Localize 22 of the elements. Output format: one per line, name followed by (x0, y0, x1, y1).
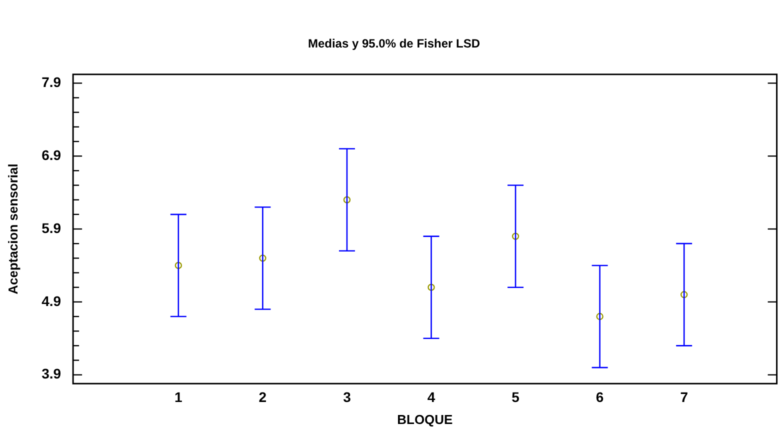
point (680, 291, 688, 298)
x-tick-label: 4 (427, 388, 436, 405)
x-tick-label: 3 (343, 388, 352, 405)
x-tick-label: 7 (680, 388, 688, 405)
point (428, 284, 435, 291)
point (512, 232, 520, 240)
point (596, 312, 604, 320)
point (343, 196, 351, 204)
y-tick-label: 3.9 (42, 366, 62, 382)
point (174, 262, 182, 270)
x-tick-label: 1 (174, 388, 183, 405)
y-axis-title: Aceptacion sensorial (5, 164, 20, 294)
y-tick-label: 7.9 (42, 74, 62, 90)
chart-title: Medias y 95.0% de Fisher LSD (308, 36, 480, 51)
x-axis-title: BLOQUE (397, 412, 454, 427)
x-tick-label: 2 (258, 388, 267, 405)
point (259, 254, 266, 262)
y-tick-label: 5.9 (42, 220, 62, 236)
y-tick-label: 6.9 (42, 146, 62, 163)
x-tick-label: 6 (596, 388, 604, 405)
y-tick-label: 4.9 (42, 292, 62, 309)
x-tick-label: 5 (512, 388, 520, 405)
